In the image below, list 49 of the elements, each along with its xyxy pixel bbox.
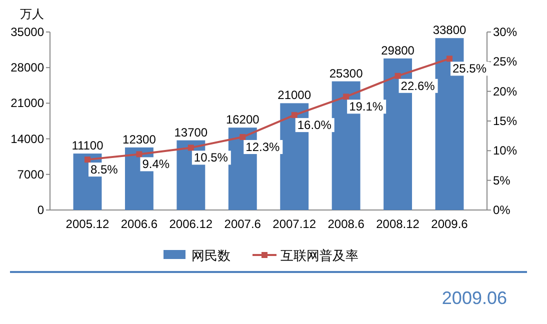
x-tick-label: 2007.6 — [224, 217, 262, 231]
point — [136, 151, 142, 158]
y2-tick-label: 5% — [493, 173, 511, 188]
point — [446, 56, 453, 62]
data-label: 25300 — [329, 66, 364, 80]
y2-tick-label: 30% — [493, 25, 518, 39]
legend-label: 互联网普及率 — [280, 248, 358, 263]
y-tick-label: 0 — [37, 203, 44, 217]
data-label: 12300 — [122, 132, 156, 146]
x-tick-label: 2006.6 — [120, 217, 158, 231]
y-tick-label: 21000 — [10, 96, 44, 110]
data-label: 13700 — [174, 125, 208, 140]
y2-tick-label: 20% — [493, 84, 518, 98]
x-tick-label: 2009.6 — [431, 217, 468, 231]
y-axis-title: 万人 — [20, 7, 44, 21]
point — [394, 72, 401, 79]
point — [240, 134, 246, 140]
point — [188, 144, 194, 151]
point — [343, 94, 350, 100]
x-tick-label: 2007.12 — [272, 217, 316, 231]
point — [291, 112, 298, 118]
y-tick-label: 28000 — [10, 60, 44, 75]
y-tick-label: 14000 — [10, 132, 44, 146]
data-label: 19.1% — [349, 100, 384, 114]
data-label: 16.0% — [297, 118, 332, 132]
y-tick-label: 7000 — [17, 167, 44, 182]
x-tick-label: 2008.6 — [328, 217, 365, 231]
data-label: 10.5% — [194, 150, 228, 165]
y-tick-label: 35000 — [10, 25, 44, 39]
data-label: 33800 — [432, 23, 467, 38]
data-label: 21000 — [278, 88, 312, 102]
data-label: 11100 — [72, 138, 104, 153]
point — [84, 156, 90, 163]
y2-tick-label: 25% — [493, 54, 518, 69]
x-tick-label: 2008.12 — [376, 217, 420, 231]
data-label: 29800 — [381, 43, 415, 58]
data-label: 16200 — [226, 112, 260, 127]
data-label: 8.5% — [90, 162, 118, 177]
data-label: 12.3% — [246, 140, 280, 154]
x-tick-label: 2005.12 — [66, 217, 110, 231]
y2-tick-label: 10% — [493, 144, 518, 158]
data-label: 25.5% — [452, 62, 487, 76]
data-label: 22.6% — [400, 78, 436, 93]
y2-tick-label: 0% — [493, 203, 511, 217]
legend-label: 网民数 — [192, 248, 230, 263]
y2-tick-label: 15% — [493, 114, 518, 128]
x-tick-label: 2006.12 — [169, 217, 213, 231]
text: 2009.06 — [442, 288, 507, 308]
data-label: 9.4% — [142, 157, 170, 172]
